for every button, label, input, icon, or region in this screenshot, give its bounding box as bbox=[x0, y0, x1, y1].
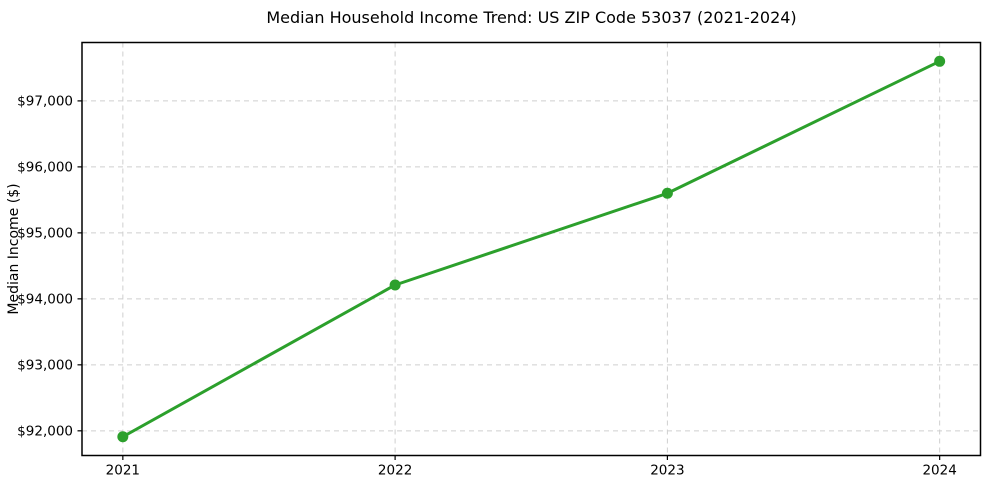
data-point-2024 bbox=[934, 55, 946, 67]
y-tick-label: $95,000 bbox=[17, 225, 73, 241]
y-tick-label: $97,000 bbox=[17, 93, 73, 109]
x-tick-label: 2021 bbox=[106, 463, 140, 479]
x-tick-label: 2024 bbox=[922, 463, 956, 479]
x-tick-label: 2023 bbox=[650, 463, 684, 479]
y-tick-label: $94,000 bbox=[17, 291, 73, 307]
y-tick-label: $96,000 bbox=[17, 159, 73, 175]
data-point-2021 bbox=[117, 431, 129, 443]
y-tick-label: $92,000 bbox=[17, 423, 73, 439]
data-point-2023 bbox=[661, 187, 673, 199]
data-point-2022 bbox=[389, 279, 401, 291]
x-tick-label: 2022 bbox=[378, 463, 412, 479]
chart-title: Median Household Income Trend: US ZIP Co… bbox=[266, 8, 797, 27]
y-tick-label: $93,000 bbox=[17, 357, 73, 373]
trend-line bbox=[121, 59, 942, 439]
plot-border bbox=[81, 41, 982, 457]
